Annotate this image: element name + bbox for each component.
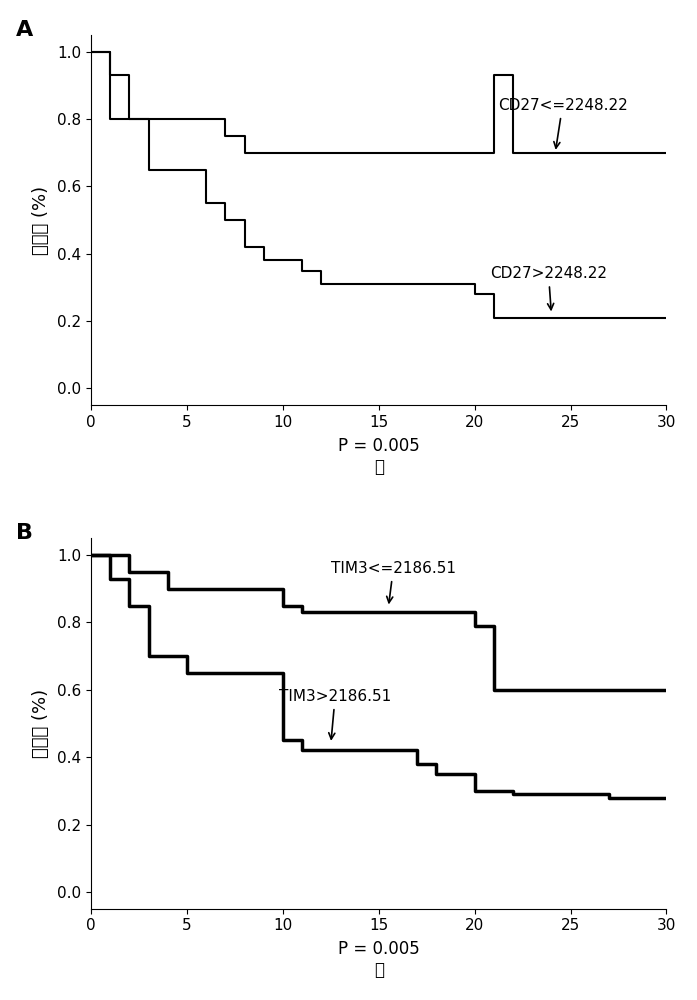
Text: CD27<=2248.22: CD27<=2248.22 bbox=[498, 98, 627, 148]
Text: TIM3<=2186.51: TIM3<=2186.51 bbox=[331, 561, 456, 603]
X-axis label: P = 0.005
周: P = 0.005 周 bbox=[338, 437, 420, 476]
Text: B: B bbox=[16, 523, 33, 543]
Text: A: A bbox=[16, 20, 33, 40]
X-axis label: P = 0.005
周: P = 0.005 周 bbox=[338, 940, 420, 979]
Text: TIM3>2186.51: TIM3>2186.51 bbox=[279, 689, 391, 739]
Y-axis label: 存活率 (%): 存活率 (%) bbox=[32, 689, 50, 758]
Text: CD27>2248.22: CD27>2248.22 bbox=[490, 266, 607, 310]
Y-axis label: 存活率 (%): 存活率 (%) bbox=[32, 185, 50, 255]
